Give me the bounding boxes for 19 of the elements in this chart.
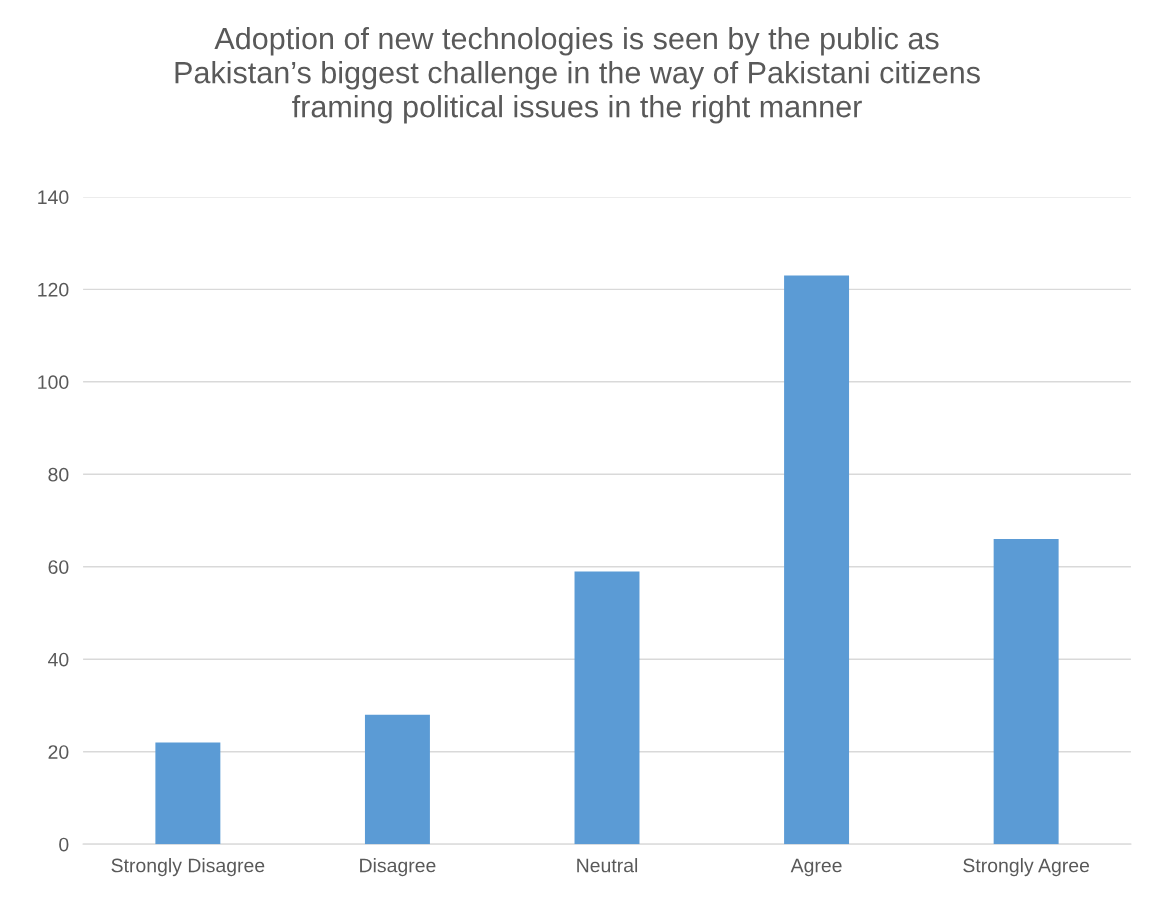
y-tick-label: 80 bbox=[48, 467, 69, 482]
y-tick-label: 0 bbox=[59, 837, 69, 852]
x-tick-label: Neutral bbox=[577, 858, 638, 873]
chart-title: Adoption of new technologies is seen by the public as Pakistan’s biggest challenge in the way of Pakistani citizens framing political issues in the right manner bbox=[175, 26, 980, 124]
y-tick-label: 40 bbox=[48, 652, 69, 667]
bar bbox=[993, 539, 1059, 845]
bar bbox=[155, 742, 221, 845]
y-tick-label: 100 bbox=[38, 375, 69, 390]
y-tick-label: 120 bbox=[38, 282, 69, 297]
x-tick-label: Strongly Disagree bbox=[111, 858, 265, 877]
y-tick-label: 140 bbox=[38, 190, 69, 205]
bar bbox=[364, 714, 430, 845]
y-tick-label: 20 bbox=[48, 745, 69, 759]
y-tick-label: 60 bbox=[48, 560, 69, 574]
bar bbox=[574, 571, 640, 845]
x-tick-label: Agree bbox=[790, 858, 842, 877]
bar bbox=[784, 275, 850, 845]
x-tick-label: Strongly Agree bbox=[963, 858, 1090, 877]
x-tick-label: Disagree bbox=[360, 858, 436, 877]
